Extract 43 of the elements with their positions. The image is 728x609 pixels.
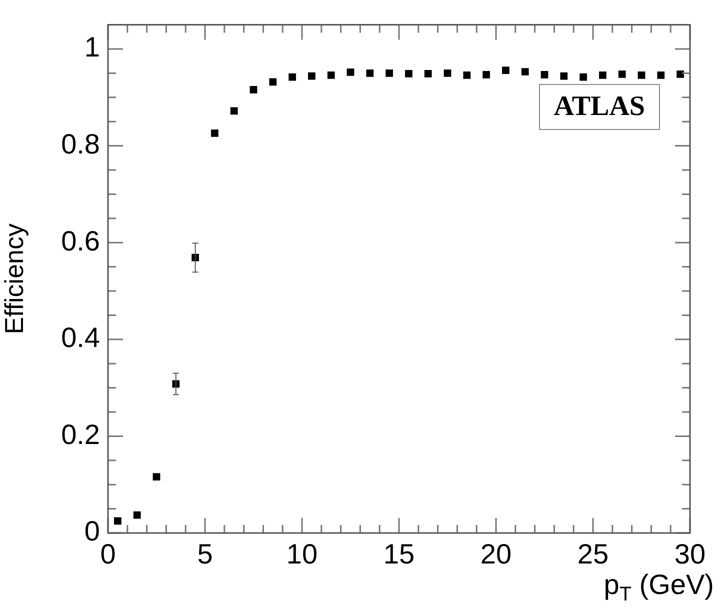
point <box>463 71 471 79</box>
x-tick-label: 25 <box>577 538 609 570</box>
point <box>482 70 490 78</box>
y-axis-title: Efficiency <box>0 224 29 334</box>
point <box>366 70 374 77</box>
point <box>308 72 316 80</box>
y-tick-label: 0 <box>84 516 100 547</box>
point <box>638 71 646 79</box>
point <box>424 70 432 78</box>
x-tick-label: 5 <box>197 538 213 570</box>
annotation: ATLAS <box>538 84 660 130</box>
point <box>580 73 587 81</box>
point <box>269 78 277 86</box>
point <box>386 70 393 77</box>
point <box>114 517 122 525</box>
point <box>346 68 354 76</box>
x-tick-label: 30 <box>674 538 706 570</box>
point <box>657 71 665 79</box>
point <box>288 73 296 81</box>
y-tick-label: 0.4 <box>61 322 100 354</box>
x-axis-title: p$_{T}$ (GeV) <box>604 569 714 607</box>
point <box>521 68 529 76</box>
y-tick-label: 0.8 <box>61 128 100 160</box>
x-tick-label: 15 <box>383 538 415 570</box>
point <box>327 71 335 79</box>
point <box>540 70 548 78</box>
y-tick-label: 0.6 <box>61 225 100 256</box>
point <box>444 70 452 77</box>
point <box>599 71 606 79</box>
point <box>676 70 684 78</box>
point <box>230 107 238 115</box>
y-tick-label: 0.2 <box>61 418 100 450</box>
point <box>405 70 412 78</box>
y-tick-label: 1 <box>84 32 100 63</box>
point <box>618 70 626 78</box>
point <box>250 86 258 94</box>
point <box>133 511 141 519</box>
point <box>560 72 568 80</box>
point <box>211 130 218 137</box>
x-tick-label: 20 <box>480 538 512 570</box>
point <box>502 66 510 74</box>
point <box>152 473 160 481</box>
x-tick-label: 10 <box>286 538 318 570</box>
